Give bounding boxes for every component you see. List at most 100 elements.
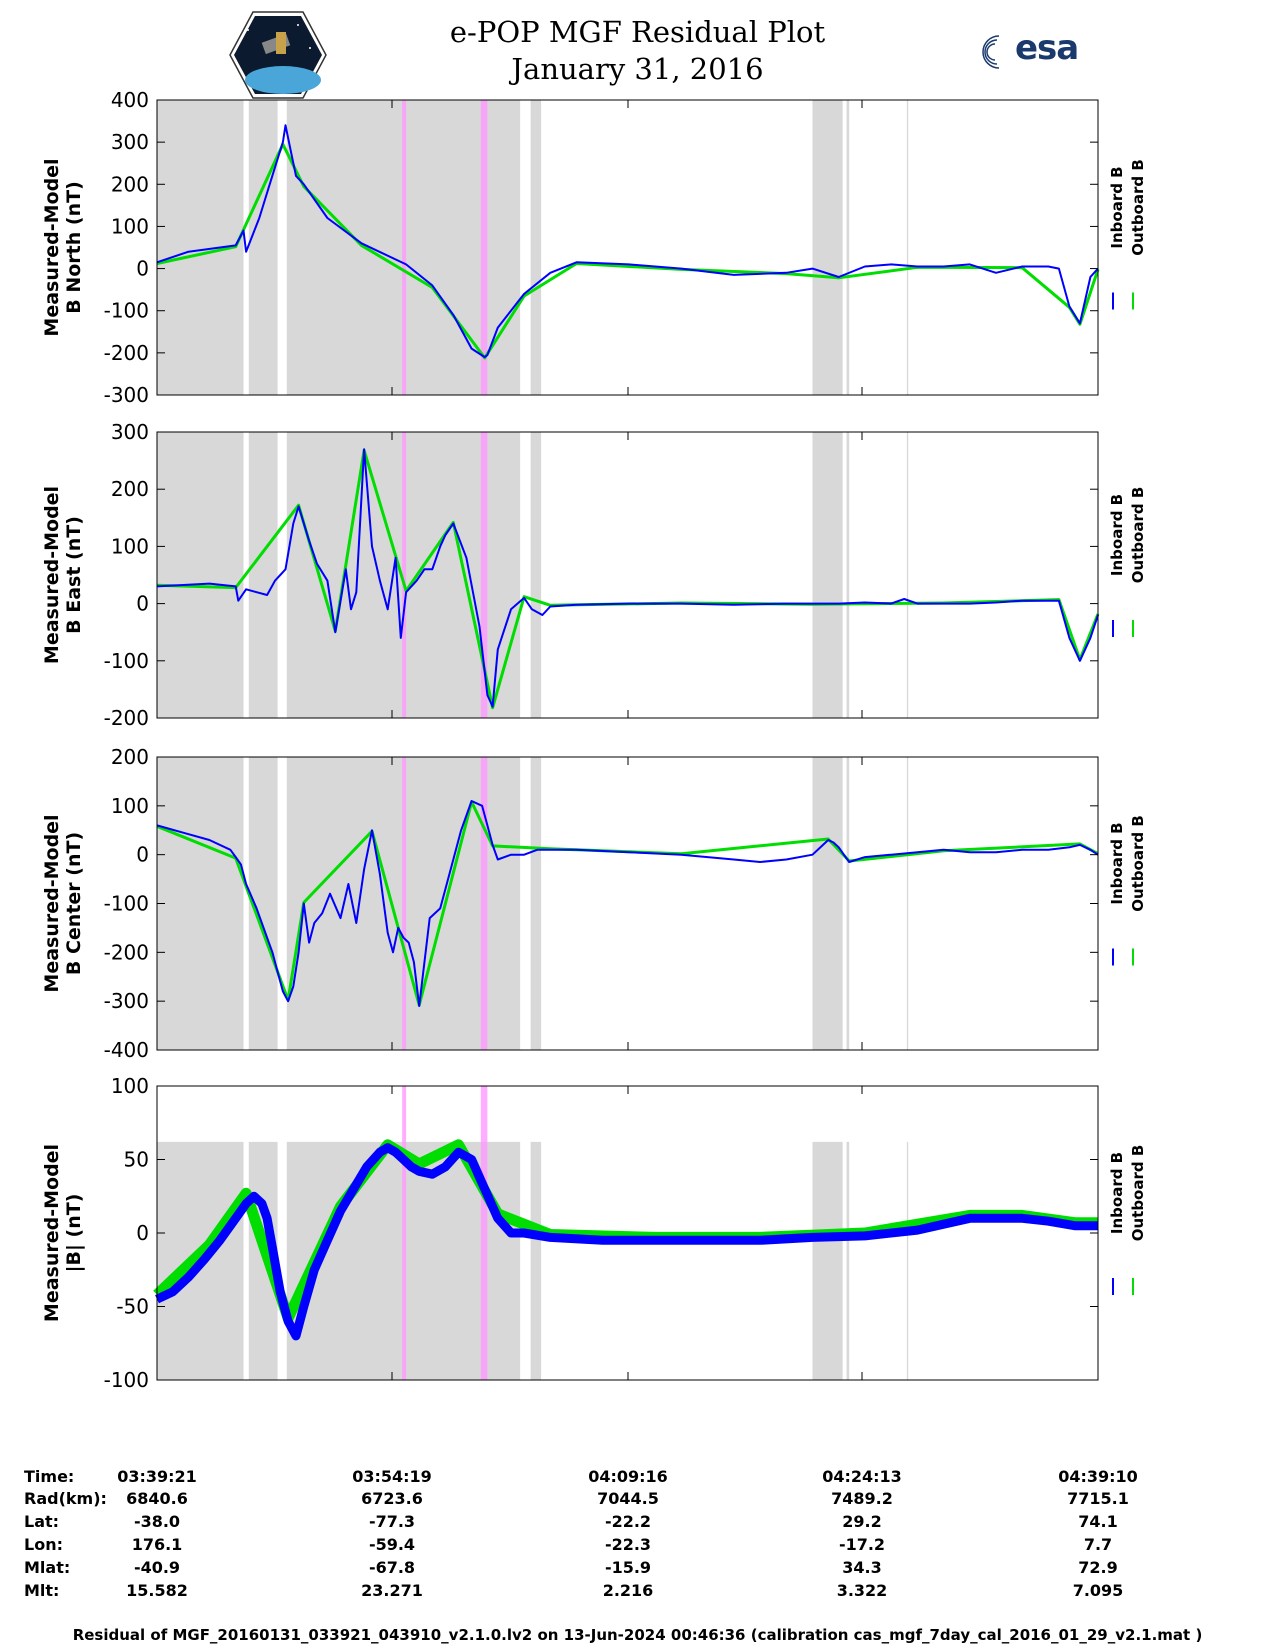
data-gap-shading	[906, 1141, 909, 1380]
legend-inboard-label: Inboard B	[1108, 494, 1126, 576]
residual-plots: 4003002001000-100-200-300Measured-ModelB…	[41, 88, 1147, 1392]
y-axis-label-line-2: B Center (nT)	[63, 832, 85, 975]
event-marker	[402, 100, 407, 395]
y-tick-label: -400	[104, 1038, 149, 1062]
data-gap-shading	[812, 757, 843, 1050]
info-cell: 6840.6	[126, 1489, 188, 1508]
orbit-info-table: Time: Rad(km): Lat: Lon: Mlat: Mlt: 03:39:21 68…	[0, 1467, 1275, 1627]
info-cell: 6723.6	[361, 1489, 423, 1508]
data-gap-shading	[846, 432, 850, 718]
event-marker	[402, 1086, 407, 1380]
data-gap-shading	[530, 432, 542, 718]
panel-2: 300 200 100 0 -100 -200 Measured-ModelB East (…	[41, 420, 1147, 730]
y-tick-label: -200	[104, 706, 149, 730]
y-tick-label: 0	[136, 257, 149, 281]
info-cell: 03:39:21	[117, 1467, 197, 1486]
title-line-2: January 31, 2016	[511, 52, 764, 86]
data-gap-shading	[906, 757, 909, 1050]
info-cell: 23.271	[361, 1581, 423, 1600]
data-gap-shading	[846, 1141, 850, 1380]
data-gap-shading	[812, 432, 843, 718]
data-gap-shading	[530, 1141, 542, 1380]
y-axis-label-line-2: B North (nT)	[63, 181, 85, 314]
info-row-label: Mlat:	[24, 1558, 71, 1577]
footer-caption: Residual of MGF_20160131_033921_043910_v…	[72, 1626, 1203, 1644]
info-cell: 2.216	[602, 1581, 654, 1600]
inboard-series-line	[156, 448, 1099, 708]
y-axis-label-line-2: |B| (nT)	[63, 1194, 85, 1273]
legend-outboard-label: Outboard B	[1129, 159, 1147, 256]
data-gap-shading	[812, 100, 843, 395]
y-tick-label: 0	[136, 592, 149, 616]
event-marker	[480, 757, 488, 1050]
y-tick-label: 100	[111, 214, 149, 238]
legend-inboard-label: Inboard B	[1108, 822, 1126, 904]
data-gap-shading	[906, 432, 909, 718]
y-axis-label-line-1: Measured-Model	[41, 158, 63, 336]
y-tick-label: -50	[116, 1295, 149, 1319]
y-tick-label: 0	[136, 843, 149, 867]
y-tick-label: 300	[111, 130, 149, 154]
y-axis-label: Measured-ModelB North (nT)	[41, 158, 85, 336]
data-gap-shading	[157, 432, 244, 718]
y-tick-label: -200	[104, 940, 149, 964]
info-cell: -38.0	[133, 1512, 181, 1531]
inboard-series-line	[155, 1143, 1098, 1341]
inboard-series-line	[156, 800, 1099, 1007]
info-row-label: Time:	[24, 1467, 75, 1486]
info-cell: 04:39:10	[1058, 1467, 1138, 1486]
legend-inboard-label: Inboard B	[1108, 1152, 1126, 1234]
legend: Inboard B Outboard B	[1108, 487, 1147, 637]
y-tick-label: -200	[104, 341, 149, 365]
info-row-label: Mlt:	[24, 1581, 60, 1600]
data-gap-shading	[906, 100, 909, 395]
info-cell: 3.322	[836, 1581, 888, 1600]
info-row-label: Lat:	[24, 1512, 60, 1531]
plot-title: e-POP MGF Residual Plot January 31, 2016	[0, 14, 1275, 88]
info-cell: 34.3	[842, 1558, 882, 1577]
legend-inboard-label: Inboard B	[1108, 166, 1126, 248]
panel-1: 400 300 200 100 0 -100 -200 -300 Measured-ModelB…	[41, 88, 1147, 407]
info-cell: -40.9	[133, 1558, 181, 1577]
cassiope-mission-logo-icon	[229, 11, 327, 99]
info-cell: 03:54:19	[352, 1467, 432, 1486]
y-tick-label: 100	[111, 1074, 149, 1098]
esa-logo-text: esa	[1015, 28, 1079, 68]
info-cell: 176.1	[131, 1535, 183, 1554]
info-cell: 7715.1	[1067, 1489, 1129, 1508]
y-axis-label: Measured-Model|B| (nT)	[41, 1144, 85, 1322]
y-tick-label: -300	[104, 383, 149, 407]
data-gap-shading	[248, 432, 278, 718]
y-tick-label: 0	[136, 1221, 149, 1245]
info-cell: 7044.5	[597, 1489, 659, 1508]
data-gap-shading	[530, 757, 542, 1050]
inboard-series-line	[156, 124, 1099, 359]
y-axis-label-line-2: B East (nT)	[63, 516, 85, 634]
panel-4: 100 50 0 -50 -100 Measured-Model|B| (nT) Inboa…	[41, 1074, 1147, 1392]
info-cell: 29.2	[842, 1512, 882, 1531]
y-axis-label: Measured-ModelB East (nT)	[41, 486, 85, 664]
y-axis-label-line-1: Measured-Model	[41, 814, 63, 992]
info-cell: -67.8	[368, 1558, 416, 1577]
outboard-series-line	[156, 142, 1100, 360]
info-cell: 15.582	[126, 1581, 188, 1600]
info-cell: -15.9	[604, 1558, 652, 1577]
info-cell: 04:24:13	[822, 1467, 902, 1486]
legend-outboard-label: Outboard B	[1129, 487, 1147, 584]
info-cell: -77.3	[368, 1512, 416, 1531]
y-tick-label: 200	[111, 745, 149, 769]
info-cell: -22.3	[604, 1535, 652, 1554]
legend: Inboard B Outboard B	[1108, 159, 1147, 310]
legend-outboard-label: Outboard B	[1129, 1145, 1147, 1242]
data-gap-shading	[248, 100, 278, 395]
info-row-label: Lon:	[24, 1535, 63, 1554]
y-axis-label: Measured-ModelB Center (nT)	[41, 814, 85, 992]
y-tick-label: -300	[104, 989, 149, 1013]
info-row-label: Rad(km):	[24, 1489, 107, 1508]
y-tick-label: 100	[111, 534, 149, 558]
info-cell: -59.4	[368, 1535, 416, 1554]
event-marker	[402, 432, 407, 718]
info-cell: 7489.2	[831, 1489, 893, 1508]
event-marker	[480, 100, 488, 395]
event-marker	[402, 757, 407, 1050]
